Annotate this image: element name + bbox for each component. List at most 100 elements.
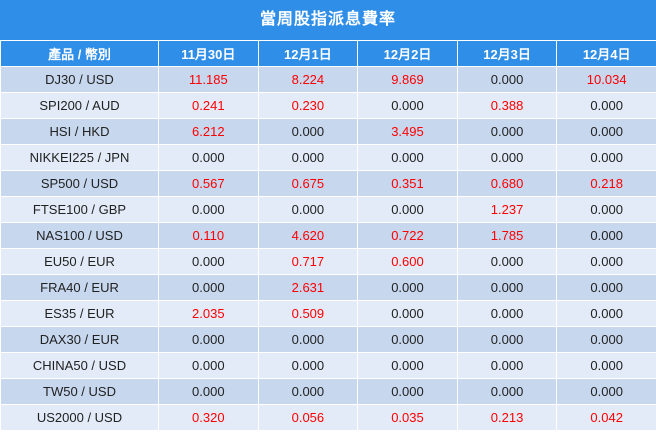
rate-cell: 0.000 (158, 196, 259, 223)
rate-cell: 2.631 (257, 274, 359, 301)
table-row: CHINA50 / USD 0.000 0.000 0.000 0.000 0.000 (0, 352, 656, 379)
rate-cell: 0.000 (456, 326, 558, 353)
rate-cell: 0.000 (456, 378, 558, 405)
rate-cell: 6.212 (158, 118, 259, 145)
rate-cell: 0.000 (158, 248, 259, 275)
rate-cell: 0.000 (456, 300, 558, 327)
product-cell: ES35 / EUR (0, 300, 159, 327)
rate-cell: 0.056 (257, 404, 359, 431)
rate-cell: 0.000 (456, 144, 558, 171)
column-header-date: 12月3日 (456, 40, 558, 67)
rate-cell: 0.000 (158, 144, 259, 171)
rate-cell: 0.000 (556, 92, 656, 119)
table-row: HSI / HKD 6.212 0.000 3.495 0.000 0.000 (0, 118, 656, 145)
column-header-date: 11月30日 (158, 40, 259, 67)
rate-cell: 0.000 (556, 196, 656, 223)
rate-cell: 0.509 (257, 300, 359, 327)
rate-cell: 0.042 (556, 404, 656, 431)
rate-cell: 0.000 (556, 378, 656, 405)
product-cell: SP500 / USD (0, 170, 159, 197)
product-cell: HSI / HKD (0, 118, 159, 145)
table-row: FTSE100 / GBP 0.000 0.000 0.000 1.237 0.000 (0, 196, 656, 223)
rate-cell: 0.000 (257, 144, 359, 171)
table-row: ES35 / EUR 2.035 0.509 0.000 0.000 0.000 (0, 300, 656, 327)
rate-cell: 0.000 (556, 118, 656, 145)
table-row: TW50 / USD 0.000 0.000 0.000 0.000 0.000 (0, 378, 656, 405)
table-row: DAX30 / EUR 0.000 0.000 0.000 0.000 0.000 (0, 326, 656, 353)
product-cell: SPI200 / AUD (0, 92, 159, 119)
rate-cell: 0.000 (357, 144, 458, 171)
rate-cell: 0.000 (257, 378, 359, 405)
rate-cell: 0.213 (456, 404, 558, 431)
rate-cell: 0.000 (158, 352, 259, 379)
rate-cell: 0.000 (257, 196, 359, 223)
column-header-date: 12月1日 (257, 40, 359, 67)
rate-cell: 0.567 (158, 170, 259, 197)
rate-cell: 0.675 (257, 170, 359, 197)
rate-cell: 1.237 (456, 196, 558, 223)
rate-cell: 0.000 (456, 274, 558, 301)
rate-cell: 0.000 (556, 222, 656, 249)
dividend-table: 產品 / 幣別 11月30日 12月1日 12月2日 12月3日 12月4日 D… (0, 40, 656, 431)
rate-cell: 0.110 (158, 222, 259, 249)
rate-cell: 0.000 (257, 326, 359, 353)
rate-cell: 0.000 (556, 274, 656, 301)
rate-cell: 0.320 (158, 404, 259, 431)
rate-cell: 0.000 (556, 352, 656, 379)
table-row: NAS100 / USD 0.110 4.620 0.722 1.785 0.000 (0, 222, 656, 249)
product-cell: FRA40 / EUR (0, 274, 159, 301)
rate-cell: 0.000 (357, 378, 458, 405)
column-header-date: 12月2日 (357, 40, 458, 67)
rate-cell: 0.351 (357, 170, 458, 197)
product-cell: DJ30 / USD (0, 66, 159, 93)
rate-cell: 0.000 (456, 248, 558, 275)
rate-cell: 0.000 (357, 196, 458, 223)
product-cell: FTSE100 / GBP (0, 196, 159, 223)
rate-cell: 0.000 (357, 326, 458, 353)
rate-cell: 0.000 (556, 144, 656, 171)
product-cell: NAS100 / USD (0, 222, 159, 249)
product-cell: DAX30 / EUR (0, 326, 159, 353)
rate-cell: 10.034 (556, 66, 656, 93)
table-row: US2000 / USD 0.320 0.056 0.035 0.213 0.042 (0, 404, 656, 431)
table-row: SPI200 / AUD 0.241 0.230 0.000 0.388 0.000 (0, 92, 656, 119)
rate-cell: 0.000 (158, 274, 259, 301)
rate-cell: 9.869 (357, 66, 458, 93)
column-header-date: 12月4日 (556, 40, 656, 67)
rate-cell: 0.000 (357, 300, 458, 327)
rate-cell: 0.000 (357, 92, 458, 119)
rate-cell: 0.035 (357, 404, 458, 431)
rate-cell: 0.000 (456, 66, 558, 93)
table-row: SP500 / USD 0.567 0.675 0.351 0.680 0.218 (0, 170, 656, 197)
rate-cell: 0.218 (556, 170, 656, 197)
table-row: DJ30 / USD 11.185 8.224 9.869 0.000 10.034 (0, 66, 656, 93)
rate-cell: 8.224 (257, 66, 359, 93)
rate-cell: 0.000 (257, 352, 359, 379)
rate-cell: 0.722 (357, 222, 458, 249)
rate-cell: 2.035 (158, 300, 259, 327)
rate-cell: 0.680 (456, 170, 558, 197)
rate-cell: 0.000 (357, 274, 458, 301)
rate-cell: 3.495 (357, 118, 458, 145)
product-cell: US2000 / USD (0, 404, 159, 431)
product-cell: CHINA50 / USD (0, 352, 159, 379)
rate-cell: 11.185 (158, 66, 259, 93)
rate-cell: 0.230 (257, 92, 359, 119)
table-row: FRA40 / EUR 0.000 2.631 0.000 0.000 0.000 (0, 274, 656, 301)
header-row: 產品 / 幣別 11月30日 12月1日 12月2日 12月3日 12月4日 (0, 40, 656, 67)
rate-cell: 0.000 (158, 378, 259, 405)
rate-cell: 0.241 (158, 92, 259, 119)
product-cell: EU50 / EUR (0, 248, 159, 275)
rate-cell: 0.000 (556, 248, 656, 275)
rate-cell: 0.000 (357, 352, 458, 379)
rate-cell: 0.000 (556, 300, 656, 327)
product-cell: TW50 / USD (0, 378, 159, 405)
rate-cell: 1.785 (456, 222, 558, 249)
table-body: DJ30 / USD 11.185 8.224 9.869 0.000 10.034 SPI… (0, 66, 656, 431)
rate-cell: 0.000 (456, 352, 558, 379)
rate-cell: 0.000 (257, 118, 359, 145)
rate-cell: 0.000 (158, 326, 259, 353)
panel-title: 當周股指派息費率 (0, 0, 656, 40)
rate-cell: 4.620 (257, 222, 359, 249)
